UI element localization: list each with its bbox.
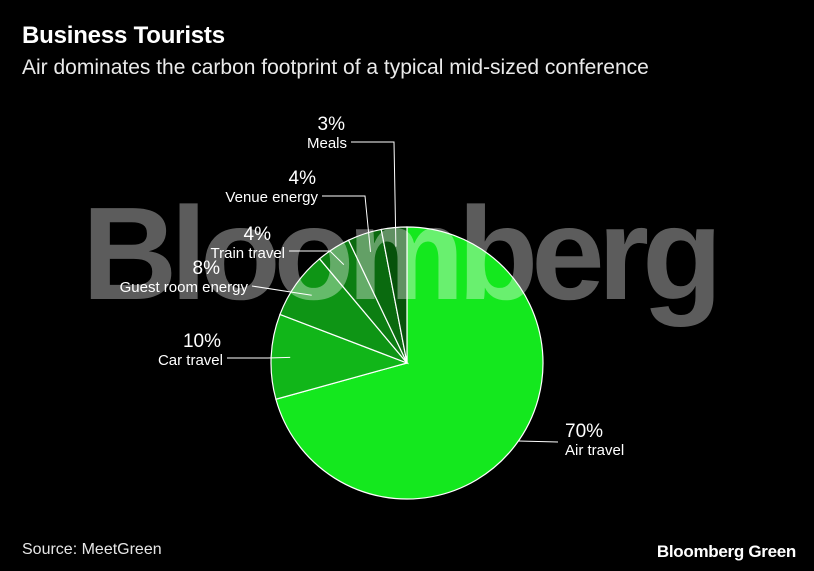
category-label-car-travel: Car travel bbox=[158, 352, 223, 369]
category-label-guest-room-energy: Guest room energy bbox=[120, 279, 249, 296]
bloomberg-green-logo: Bloomberg Green bbox=[656, 542, 796, 561]
value-label-venue-energy: 4% bbox=[289, 168, 317, 189]
chart-title: Business Tourists bbox=[22, 22, 225, 49]
leader-line-venue-energy bbox=[322, 195, 371, 252]
leader-line-car-travel bbox=[227, 356, 291, 359]
leader-line-guest-room-energy bbox=[251, 285, 312, 296]
value-label-air-travel: 70% bbox=[565, 421, 603, 442]
leader-line-air-travel bbox=[518, 440, 559, 443]
category-label-venue-energy: Venue energy bbox=[225, 189, 318, 206]
leader-line-meals bbox=[351, 141, 397, 247]
value-label-train-travel: 4% bbox=[244, 224, 272, 245]
pie-slice-air-travel bbox=[275, 226, 544, 500]
pie-slice-meals bbox=[380, 226, 408, 364]
value-label-meals: 3% bbox=[318, 114, 346, 135]
value-label-car-travel: 10% bbox=[183, 331, 221, 352]
source-note: Source: MeetGreen bbox=[22, 541, 162, 558]
bloomberg-watermark: Bloomberg bbox=[82, 180, 723, 327]
leader-line-train-travel bbox=[289, 250, 345, 265]
value-label-guest-room-energy: 8% bbox=[193, 258, 221, 279]
category-label-air-travel: Air travel bbox=[565, 442, 624, 459]
category-label-train-travel: Train travel bbox=[211, 245, 285, 262]
category-label-meals: Meals bbox=[307, 135, 347, 152]
chart-subtitle: Air dominates the carbon footprint of a … bbox=[22, 56, 649, 79]
pie-slice-car-travel bbox=[270, 313, 409, 400]
